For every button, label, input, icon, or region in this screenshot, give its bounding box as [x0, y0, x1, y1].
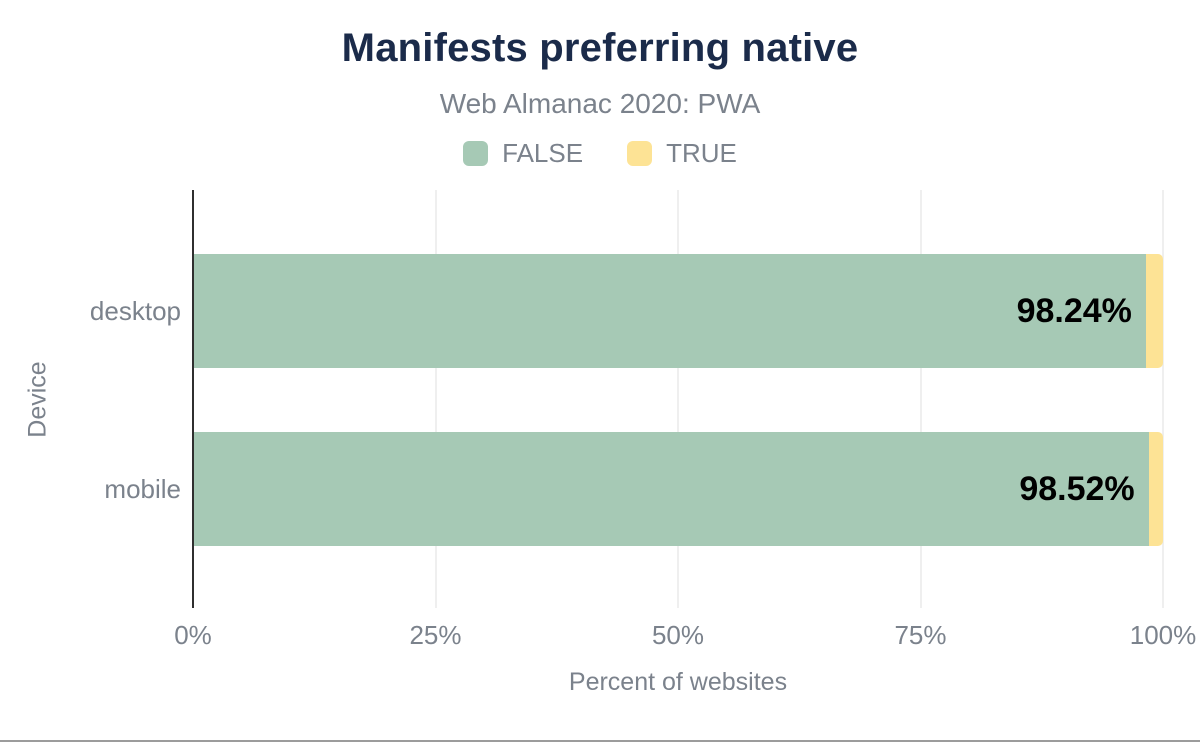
legend-label: TRUE — [666, 138, 737, 168]
bar-desktop: 98.24% — [193, 254, 1163, 368]
legend-label: FALSE — [502, 138, 584, 168]
bar-segment-true — [1148, 432, 1163, 546]
legend-swatch-icon — [627, 141, 653, 166]
y-axis-title: Device — [23, 360, 52, 438]
x-tick-label: 100% — [1129, 620, 1197, 650]
x-axis-title: Percent of websites — [568, 668, 788, 696]
category-label-mobile: mobile — [104, 473, 181, 504]
gridline-100 — [1162, 190, 1164, 608]
chart-title: Manifests preferring native — [341, 26, 859, 70]
bar-mobile: 98.52% — [193, 432, 1163, 546]
bar-segment-false: 98.52% — [193, 432, 1149, 546]
gridline-75 — [919, 190, 922, 608]
x-tick-label: 0% — [174, 620, 212, 650]
bar-segment-false: 98.24% — [193, 254, 1146, 368]
legend-item-true: TRUE — [627, 138, 737, 169]
gridline-25 — [434, 190, 437, 608]
category-label-desktop: desktop — [89, 295, 181, 326]
x-tick-label: 50% — [651, 620, 705, 650]
chart-subtitle: Web Almanac 2020: PWA — [439, 88, 761, 119]
y-axis-title-wrap: Device — [18, 190, 58, 608]
y-axis-line — [192, 190, 194, 608]
x-tick-label: 25% — [409, 620, 462, 650]
gridline-50 — [677, 190, 679, 608]
x-tick-label: 75% — [894, 620, 947, 650]
bar-value-label: 98.52% — [1019, 469, 1135, 508]
bar-segment-true — [1145, 254, 1163, 368]
legend-item-false: FALSE — [463, 138, 583, 169]
plot-area: 0% 25% 50% 75% 100% 98.24% desktop 98.52% mobile — [90, 190, 1196, 650]
legend-swatch-icon — [463, 141, 489, 166]
legend: FALSE TRUE — [0, 138, 1200, 169]
bar-value-label: 98.24% — [1016, 291, 1132, 330]
